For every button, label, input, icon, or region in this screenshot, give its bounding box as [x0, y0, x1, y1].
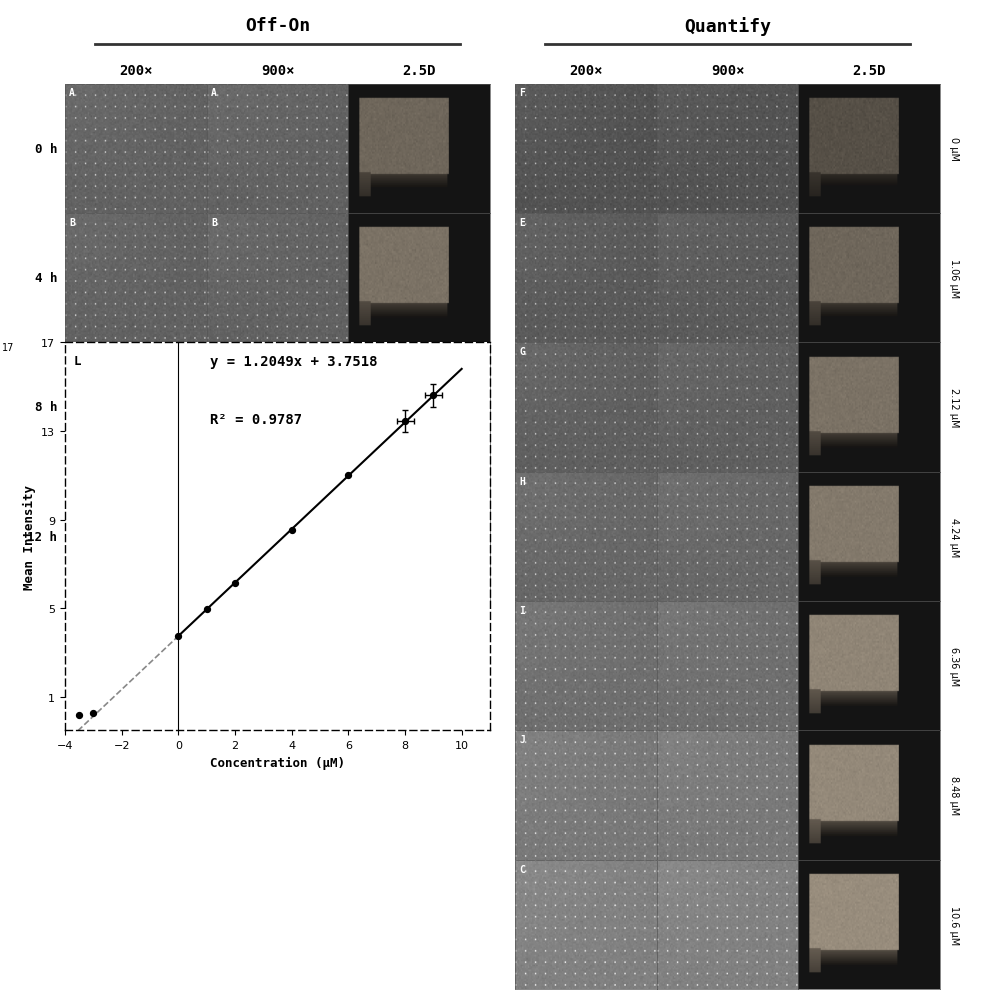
Text: 200×: 200× — [119, 64, 153, 78]
Point — [340, 468, 356, 484]
Text: Off-On: Off-On — [245, 17, 310, 35]
Text: 1.06 μM: 1.06 μM — [949, 258, 959, 298]
Text: C: C — [519, 864, 525, 874]
Text: L: L — [74, 355, 81, 368]
Point — [170, 628, 186, 644]
Text: 17: 17 — [2, 343, 14, 353]
Point — [71, 707, 87, 723]
X-axis label: Concentration (μM): Concentration (μM) — [210, 755, 345, 769]
Text: 6.36 μM: 6.36 μM — [949, 646, 959, 686]
Text: 8 h: 8 h — [35, 401, 57, 414]
Text: D: D — [211, 476, 217, 486]
Text: B: B — [211, 218, 217, 228]
Point — [284, 522, 300, 538]
Text: C: C — [69, 347, 75, 357]
Text: 0 h: 0 h — [35, 142, 57, 156]
Text: 200×: 200× — [569, 64, 603, 78]
Text: B: B — [69, 218, 75, 228]
Text: C: C — [211, 347, 217, 357]
Text: 8.48 μM: 8.48 μM — [949, 775, 959, 815]
Text: 900×: 900× — [711, 64, 744, 78]
Text: 900×: 900× — [261, 64, 294, 78]
Text: 10.6 μM: 10.6 μM — [949, 905, 959, 944]
Text: 4.24 μM: 4.24 μM — [949, 517, 959, 557]
Text: R² = 0.9787: R² = 0.9787 — [210, 413, 302, 426]
Point — [85, 705, 101, 721]
Text: D: D — [69, 476, 75, 486]
Text: H: H — [519, 476, 525, 486]
Text: I: I — [519, 605, 525, 615]
Text: F: F — [519, 88, 525, 98]
Text: 0 μM: 0 μM — [949, 137, 959, 161]
Text: J: J — [519, 735, 525, 745]
Text: 12 h: 12 h — [27, 530, 57, 544]
Text: 2.5D: 2.5D — [852, 64, 886, 78]
Text: 4 h: 4 h — [35, 271, 57, 285]
Text: Quantify: Quantify — [684, 17, 771, 36]
Point — [397, 414, 413, 429]
Text: y = 1.2049x + 3.7518: y = 1.2049x + 3.7518 — [210, 355, 377, 369]
Text: 2.12 μM: 2.12 μM — [949, 388, 959, 427]
Point — [227, 576, 243, 591]
Text: G: G — [519, 347, 525, 357]
Text: A: A — [69, 88, 75, 98]
Point — [199, 602, 215, 618]
Text: A: A — [211, 88, 217, 98]
Text: 2.5D: 2.5D — [402, 64, 436, 78]
Y-axis label: Mean Intensity: Mean Intensity — [23, 484, 36, 589]
Text: E: E — [519, 218, 525, 228]
Point — [425, 388, 441, 404]
